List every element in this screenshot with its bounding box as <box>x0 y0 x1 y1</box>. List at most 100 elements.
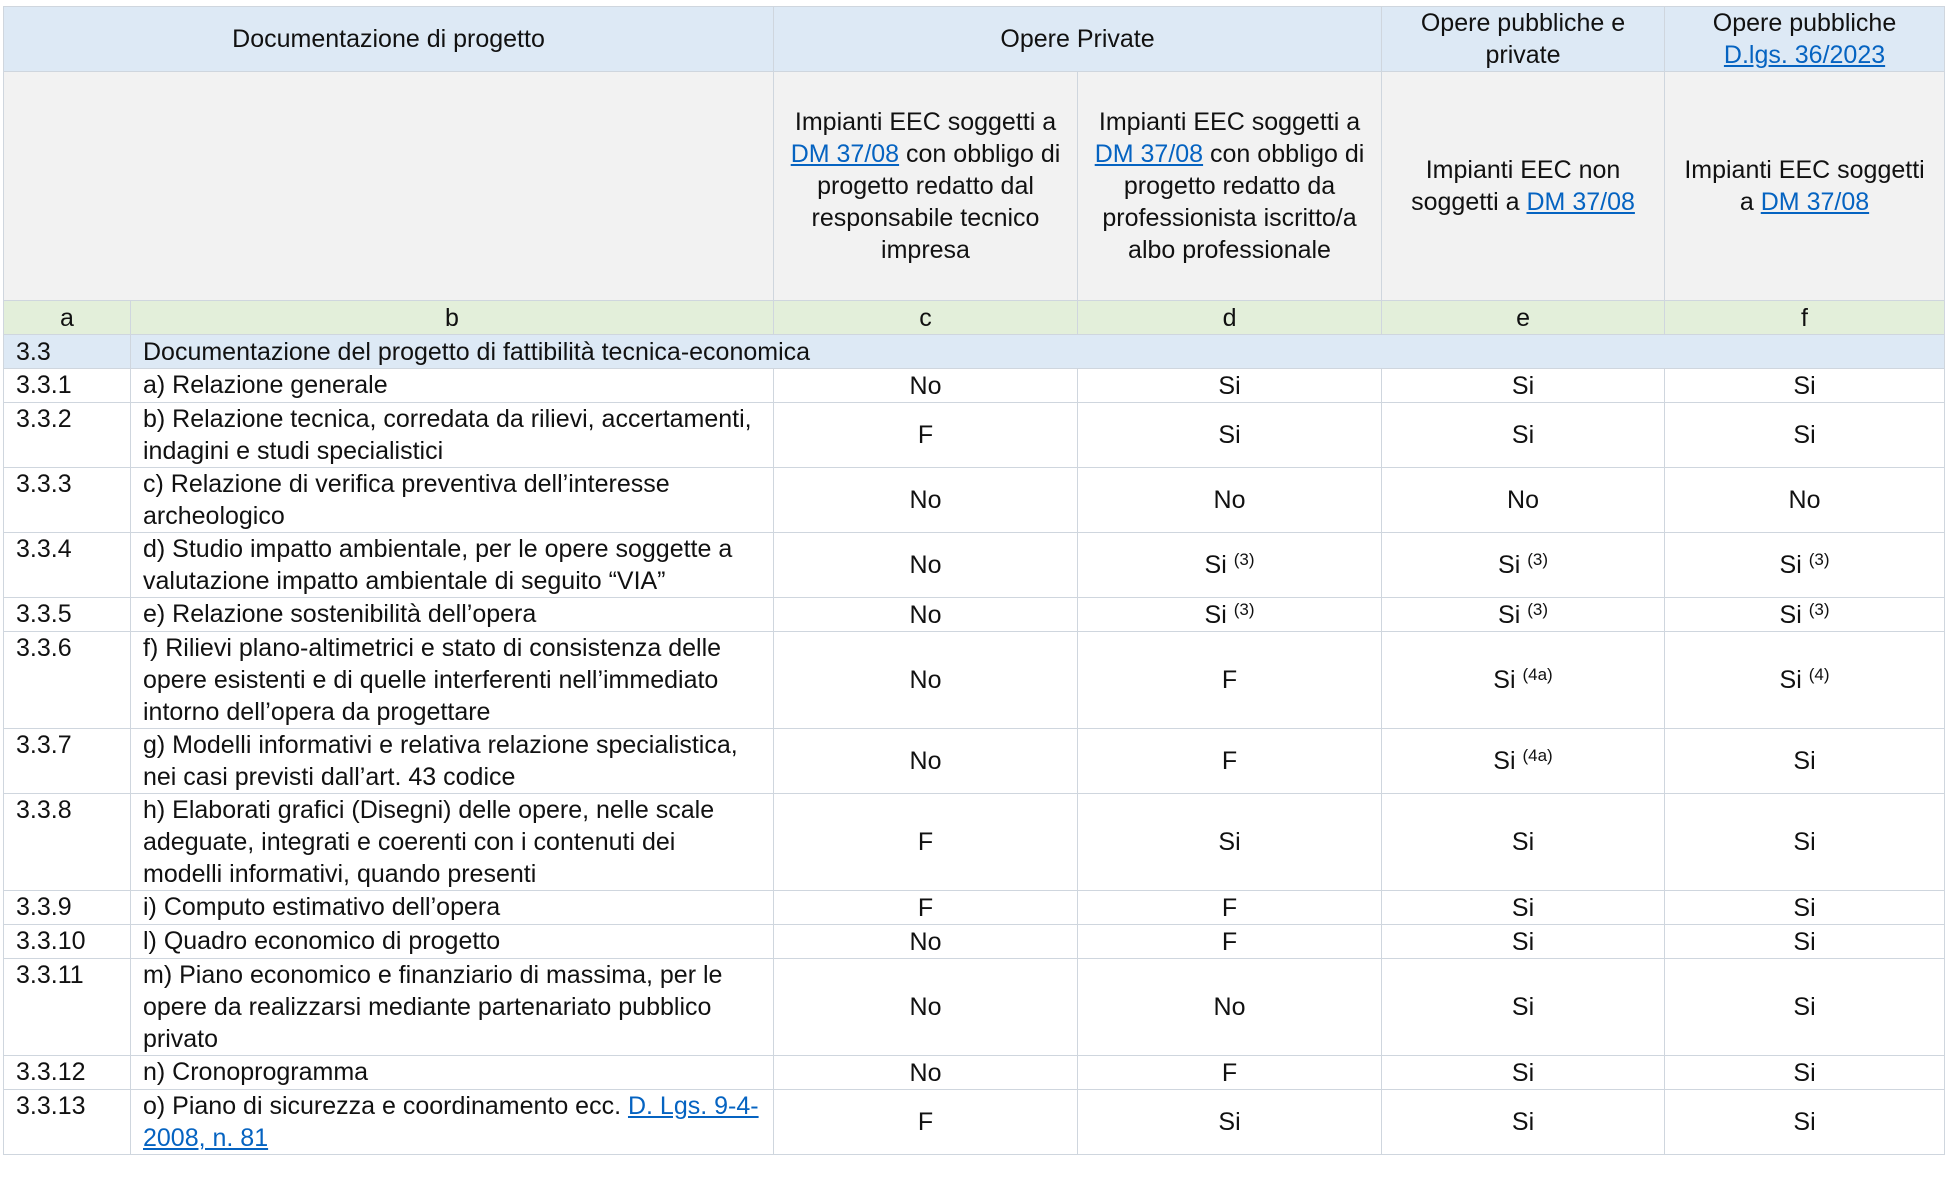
header-cell: Documentazione di progetto <box>2 6 775 72</box>
item-code: 3.3.2 <box>3 402 131 468</box>
item-row: 3.3.11 m) Piano economico e finanziario d… <box>3 958 1946 1056</box>
value-text: No <box>909 486 942 514</box>
item-value: Si <box>1381 793 1666 891</box>
item-row: 3.3.10 l) Quadro economico di progetto No F… <box>3 924 1946 959</box>
item-code: 3.3.7 <box>3 728 131 794</box>
item-value: Si <box>1077 793 1383 891</box>
item-value: No <box>773 728 1079 794</box>
subheader-cell: Impianti EEC soggetti a DM 37/08 <box>1664 71 1946 301</box>
item-value: No <box>773 532 1079 598</box>
item-code: 3.3.1 <box>3 368 131 403</box>
item-row: 3.3.9 i) Computo estimativo dell’opera F F S… <box>3 890 1946 925</box>
item-value: No <box>773 597 1079 632</box>
item-value: Si <box>1664 368 1946 403</box>
description-text: f) Rilievi plano-altimetrici e stato di … <box>143 634 722 726</box>
value-text: Si <box>1793 927 1816 956</box>
item-code: 3.3.8 <box>3 793 131 891</box>
footnote-ref: (3) <box>1808 550 1830 569</box>
item-row: 3.3.1 a) Relazione generale No Si Si Si <box>3 368 1946 403</box>
item-row: 3.3.13 o) Piano di sicurezza e coordiname… <box>3 1089 1946 1155</box>
value-text: Si <box>1218 828 1241 856</box>
header-cell: Opere pubbliche D.lgs. 36/2023 <box>1664 6 1946 72</box>
item-value: Si <box>1077 1089 1383 1155</box>
item-value: Si (4a) <box>1381 631 1666 729</box>
subheader-text: con obbligo di progetto redatto dal resp… <box>811 140 1061 264</box>
value-text: No <box>909 993 942 1021</box>
law-link[interactable]: DM 37/08 <box>1094 140 1204 168</box>
item-code: 3.3.3 <box>3 467 131 533</box>
item-value: Si <box>1381 1055 1666 1090</box>
item-description: b) Relazione tecnica, corredata da rilie… <box>129 402 775 468</box>
law-link[interactable]: DM 37/08 <box>1526 188 1635 216</box>
item-value: Si (4) <box>1664 631 1946 729</box>
subheader-cell: Impianti EEC soggetti a DM 37/08 con obb… <box>1077 71 1383 301</box>
value-text: No <box>1788 486 1821 514</box>
footnote-ref: (4a) <box>1522 665 1553 684</box>
description-text: c) Relazione di verifica preventiva dell… <box>143 470 670 530</box>
value-text: Si <box>1793 371 1816 400</box>
item-description: c) Relazione di verifica preventiva dell… <box>129 467 775 533</box>
law-link[interactable]: D.lgs. 36/2023 <box>1723 41 1886 69</box>
item-value: Si <box>1077 368 1383 403</box>
table-body: a b c d e f 3.3 Documentazione del progetto di … <box>3 300 1946 1155</box>
law-link[interactable]: DM 37/08 <box>1760 188 1870 216</box>
value-text: No <box>1213 993 1246 1021</box>
item-description: i) Computo estimativo dell’opera <box>129 890 775 925</box>
value-text: Si <box>1493 747 1516 775</box>
item-row: 3.3.5 e) Relazione sostenibilità dell’ope… <box>3 597 1946 632</box>
column-letter: a <box>3 300 131 335</box>
footnote-ref: (3) <box>1808 599 1830 619</box>
item-value: Si <box>1381 1089 1666 1155</box>
description-text: d) Studio impatto ambientale, per le ope… <box>143 535 733 595</box>
description-text: a) Relazione generale <box>143 371 388 399</box>
value-text: Si <box>1779 600 1802 629</box>
item-value: No <box>1077 958 1383 1056</box>
item-value: Si <box>1664 1089 1946 1155</box>
footnote-ref: (3) <box>1527 550 1548 569</box>
item-row: 3.3.8 h) Elaborati grafici (Disegni) dell… <box>3 793 1946 891</box>
item-value: F <box>773 793 1079 891</box>
item-value: Si (3) <box>1077 532 1383 598</box>
header-cell: Opere pubbliche e private <box>1381 6 1666 72</box>
item-row: 3.3.2 b) Relazione tecnica, corredata da … <box>3 402 1946 468</box>
value-text: Si <box>1493 666 1516 694</box>
value-text: F <box>917 1108 934 1136</box>
column-letter: d <box>1077 300 1383 335</box>
item-value: No <box>773 1055 1079 1090</box>
item-description: l) Quadro economico di progetto <box>129 924 775 959</box>
subheader-text: Impianti EEC soggetti a <box>794 108 1057 136</box>
item-value: No <box>773 368 1079 403</box>
value-text: Si <box>1498 600 1521 629</box>
description-text: g) Modelli informativi e relativa relazi… <box>143 731 738 791</box>
item-value: F <box>1077 1055 1383 1090</box>
subheader-cell: Impianti EEC non soggetti a DM 37/08 <box>1381 71 1666 301</box>
item-value: No <box>1381 467 1666 533</box>
description-text: i) Computo estimativo dell’opera <box>143 893 501 921</box>
subheader-text: Impianti EEC soggetti a <box>1684 156 1925 216</box>
section-code: 3.3 <box>3 334 131 369</box>
description-text: n) Cronoprogramma <box>143 1058 369 1086</box>
value-text: Si <box>1204 600 1227 629</box>
law-link[interactable]: DM 37/08 <box>790 140 900 168</box>
value-text: F <box>917 893 934 922</box>
item-description: n) Cronoprogramma <box>129 1055 775 1090</box>
subheader-text: Impianti EEC non soggetti a <box>1411 156 1621 216</box>
law-link[interactable]: D. Lgs. 9-4-2008, n. 81 <box>143 1092 759 1152</box>
item-value: F <box>773 890 1079 925</box>
item-code: 3.3.11 <box>3 958 131 1056</box>
item-value: F <box>1077 890 1383 925</box>
item-value: Si <box>1664 793 1946 891</box>
description-text: l) Quadro economico di progetto <box>143 927 501 955</box>
value-text: Si <box>1511 927 1535 956</box>
value-text: F <box>1221 1058 1238 1087</box>
item-description: e) Relazione sostenibilità dell’opera <box>129 597 775 632</box>
value-text: Si <box>1793 1058 1816 1087</box>
item-value: Si (3) <box>1381 597 1666 632</box>
item-code: 3.3.6 <box>3 631 131 729</box>
item-value: Si <box>1381 368 1666 403</box>
value-text: Si <box>1779 666 1802 694</box>
section-row: 3.3 Documentazione del progetto di fattib… <box>3 334 1946 369</box>
footnote-ref: (4) <box>1808 665 1830 684</box>
